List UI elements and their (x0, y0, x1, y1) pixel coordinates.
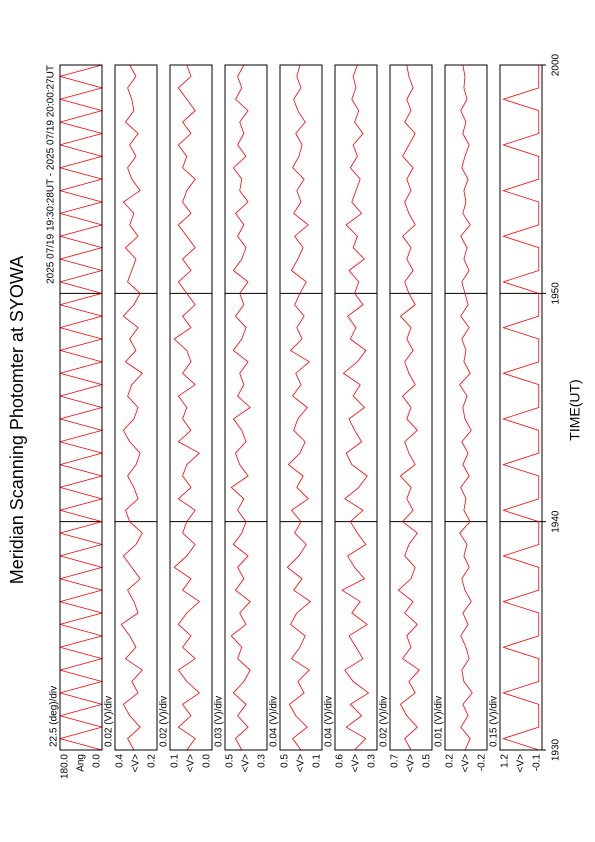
panel-scale-label: 0.01 (V)/div (434, 696, 445, 747)
chart-title: Meridian Scanning Photomter at SYOWA (7, 256, 27, 584)
panel-scale-label: 0.04 (V)/div (269, 696, 280, 747)
y-tick-label: 0.1 (170, 754, 181, 768)
panel-scale-label: 0.02 (V)/div (104, 696, 115, 747)
panel-scale-label: 0.04 (V)/div (324, 696, 335, 747)
y-tick-label: 0.5 (280, 754, 291, 768)
panel-border (389, 64, 433, 751)
y-axis-title: <V> (131, 754, 142, 773)
y-tick-label: 1.2 (500, 754, 511, 768)
y-tick-label: 0.3 (367, 754, 378, 768)
y-axis-title: <V> (406, 754, 417, 773)
panel-scale-label: 0.03 (V)/div (214, 696, 225, 747)
y-tick-label: -0.2 (477, 754, 488, 772)
trace (286, 64, 311, 751)
trace (459, 64, 473, 751)
y-tick-label: -0.1 (532, 754, 543, 772)
y-axis-title: Ang (76, 754, 87, 772)
panel-scale-label: 0.15 (V)/div (489, 696, 500, 747)
y-axis-title: <V> (351, 754, 362, 773)
panel-border (444, 64, 488, 751)
panel-frame (169, 64, 213, 751)
panel-scale-label: 22.5 (deg)/div (49, 686, 60, 747)
trace (502, 65, 540, 751)
panel-border (334, 64, 378, 751)
y-axis-title: <V> (516, 754, 527, 773)
panel-border (499, 64, 543, 751)
x-axis-title: TIME(UT) (567, 379, 583, 440)
x-tick-label: 1950 (551, 282, 562, 305)
panel-scale-label: 0.02 (V)/div (159, 696, 170, 747)
panel-scale-label: 0.02 (V)/div (379, 696, 390, 747)
y-tick-label: 0.7 (390, 754, 401, 768)
y-axis-title: <V> (241, 754, 252, 773)
panel-border (169, 64, 213, 751)
x-tick-label: 2000 (551, 53, 562, 76)
y-axis-title: <V> (186, 754, 197, 773)
y-axis-title: <V> (461, 754, 472, 773)
y-tick-label: 180.0 (60, 754, 71, 779)
panel-frame (59, 64, 103, 751)
y-tick-label: 0.4 (115, 754, 126, 768)
y-axis-title: <V> (296, 754, 307, 773)
panel-border (114, 64, 158, 751)
y-tick-label: 0.3 (257, 754, 268, 768)
panel-frame (279, 64, 323, 751)
y-tick-label: 0.6 (335, 754, 346, 768)
panel-border (224, 64, 268, 751)
x-tick-label: 1940 (551, 510, 562, 533)
y-tick-label: 0.2 (445, 754, 456, 768)
y-tick-label: 0.0 (202, 754, 213, 768)
y-tick-label: 0.5 (422, 754, 433, 768)
panel-border (279, 64, 323, 751)
plot-area: Meridian Scanning Photomter at SYOWA 202… (7, 53, 583, 779)
trace (173, 64, 200, 751)
panel-border (59, 64, 103, 751)
trace (120, 64, 143, 751)
x-tick-label: 1930 (551, 738, 562, 761)
trace (341, 64, 369, 751)
trace (230, 64, 251, 751)
y-tick-label: 0.0 (92, 754, 103, 768)
trace (398, 64, 420, 751)
panel-frame (499, 64, 543, 751)
time-range: 2025 07/19 19:30:28UT - 2025 07/19 20:00… (46, 65, 57, 284)
y-tick-label: 0.2 (147, 754, 158, 768)
y-tick-label: 0.5 (225, 754, 236, 768)
y-tick-label: 0.1 (312, 754, 323, 768)
panel-frame (224, 64, 268, 751)
